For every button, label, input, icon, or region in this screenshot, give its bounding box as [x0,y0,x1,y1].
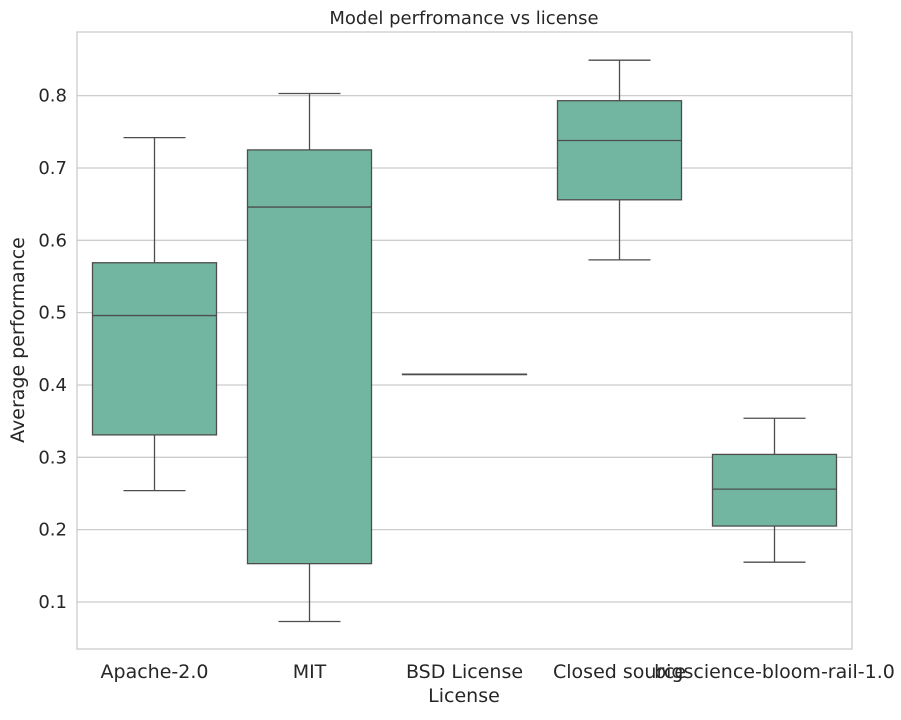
x-axis-label: License [428,685,500,707]
y-axis-label: Average performance [7,237,29,443]
iqr-box [246,149,373,565]
boxes [91,59,838,623]
x-tick-label: Apache-2.0 [101,661,209,683]
x-tick-label: Closed source [553,661,686,683]
x-tick-labels: Apache-2.0 MIT BSD License Closed sourcebig… [101,661,895,683]
iqr-box [711,453,838,527]
x-tick-label: bigscience-bloom-rail-1.0 [654,661,895,683]
box-0 [91,136,218,492]
plot-frame [76,31,853,650]
iqr-box [556,100,683,201]
iqr-box [91,262,218,436]
x-tick-label: BSD License [406,661,523,683]
box-4 [711,417,838,563]
box-1 [246,92,373,623]
y-tick-label: 0.5 [38,303,67,324]
y-tick-label: 0.2 [38,520,67,541]
y-tick-label: 0.8 [38,86,67,107]
box-3 [556,59,683,261]
y-tick-labels: 0.1 0.2 0.3 0.4 0.5 0.6 0.7 0.8 [38,86,67,613]
x-tick-label: MIT [293,661,327,683]
y-tick-label: 0.4 [38,375,67,396]
y-tick-label: 0.7 [38,158,67,179]
y-tick-label: 0.6 [38,230,67,251]
chart-title: Model perfromance vs license [329,8,598,29]
y-tick-label: 0.3 [38,447,67,468]
box-2 [401,373,528,376]
y-tick-label: 0.1 [38,592,67,613]
